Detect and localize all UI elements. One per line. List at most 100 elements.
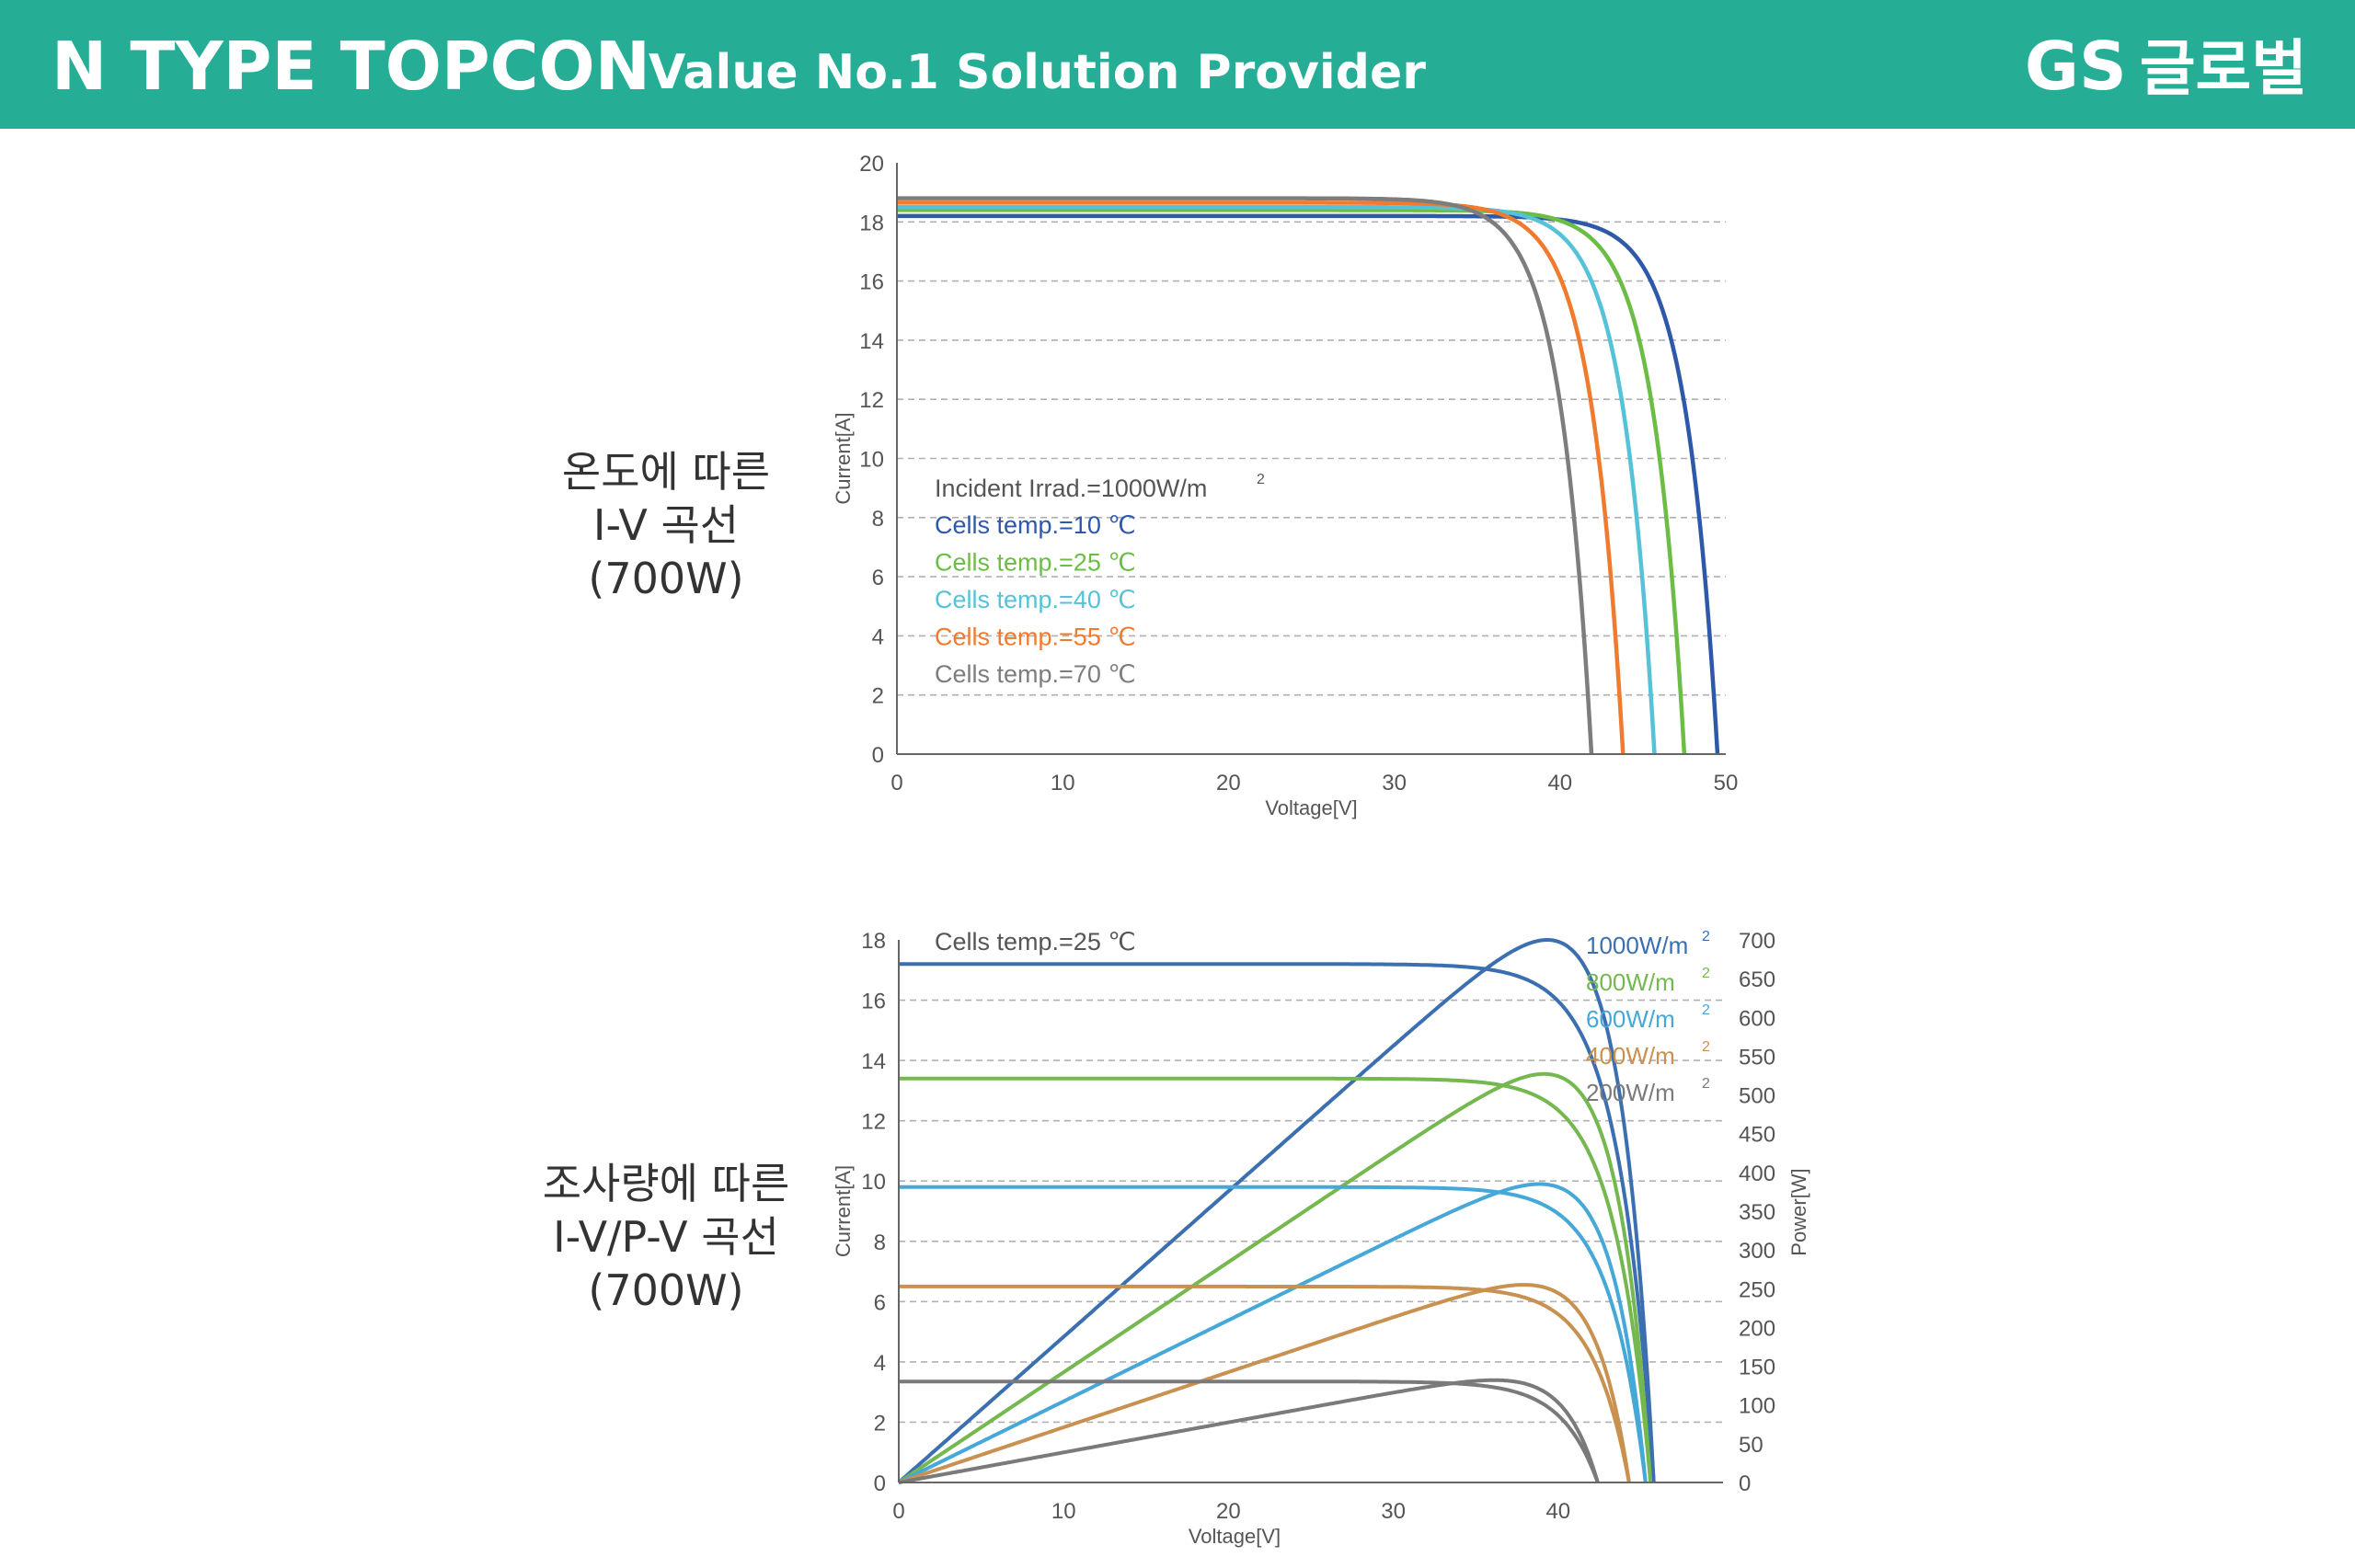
y2-tick-label: 700 xyxy=(1739,929,1775,954)
series-line xyxy=(897,208,1687,755)
y-tick-label: 6 xyxy=(874,1290,886,1315)
y2-tick-label: 300 xyxy=(1739,1239,1775,1264)
legend-entry: 1000W/m xyxy=(1586,932,1688,959)
y2-tick-label: 600 xyxy=(1739,1006,1775,1031)
x-axis-label: Voltage[V] xyxy=(1189,1525,1281,1548)
y-tick-label: 16 xyxy=(861,990,886,1014)
legend-title-sup: 2 xyxy=(1257,472,1265,487)
y-tick-label: 2 xyxy=(872,684,884,709)
logo-latin: GS xyxy=(2024,28,2127,105)
x-tick-label: 40 xyxy=(1547,771,1572,795)
series-line xyxy=(897,204,1657,755)
y-tick-label: 18 xyxy=(861,929,886,954)
x-tick-label: 0 xyxy=(892,1499,904,1524)
x-axis-label: Voltage[V] xyxy=(1265,796,1357,819)
iv-series-line xyxy=(899,1076,1653,1483)
x-tick-label: 10 xyxy=(1051,771,1075,795)
y2-tick-label: 500 xyxy=(1739,1084,1775,1109)
y-axis-label: Current[A] xyxy=(832,412,855,504)
iv-series-line xyxy=(899,1379,1600,1483)
legend-title: Incident Irrad.=1000W/m xyxy=(935,475,1207,502)
chart2-label-line: 조사량에 따른 xyxy=(542,1159,790,1208)
iv-series-line xyxy=(899,1185,1648,1483)
chart-annotation: Cells temp.=25 ℃ xyxy=(935,928,1136,956)
chart2-label-line: I-V/P-V 곡선 xyxy=(553,1212,779,1262)
y2-tick-label: 250 xyxy=(1739,1277,1775,1302)
chart1-label: 온도에 따른 I-V 곡선 (700W) xyxy=(482,445,850,605)
legend-entry-sup: 2 xyxy=(1702,929,1710,944)
logo-korean: 글로벌 xyxy=(2139,33,2307,104)
legend-entry: Cells temp.=10 ℃ xyxy=(935,511,1136,539)
series-line xyxy=(897,196,1594,755)
y2-tick-label: 150 xyxy=(1739,1356,1775,1380)
y-tick-label: 8 xyxy=(874,1230,886,1255)
y-tick-label: 4 xyxy=(874,1351,886,1376)
y-tick-label: 2 xyxy=(874,1411,886,1436)
y-tick-label: 14 xyxy=(861,1049,886,1074)
y2-tick-label: 0 xyxy=(1739,1471,1751,1496)
x-tick-label: 50 xyxy=(1714,771,1739,795)
company-logo: GS 글로벌 xyxy=(2025,26,2307,109)
y2-tick-label: 400 xyxy=(1739,1162,1775,1186)
y-tick-label: 4 xyxy=(872,624,884,649)
legend-entry: Cells temp.=25 ℃ xyxy=(935,549,1136,577)
legend-entry: Cells temp.=70 ℃ xyxy=(935,660,1136,688)
iv-temperature-chart: 0 2 4 6 8 10 12 14 16 18 20 0 10 20 30 40 50 Voltage[V] Cu… xyxy=(832,152,1739,819)
y2-tick-label: 550 xyxy=(1739,1045,1775,1070)
iv-series-line xyxy=(899,962,1656,1483)
pv-series-line xyxy=(897,938,1656,1484)
y-tick-label: 6 xyxy=(872,566,884,590)
series-line xyxy=(897,213,1720,755)
y-tick-label: 16 xyxy=(859,270,884,295)
y2-tick-label: 350 xyxy=(1739,1200,1775,1225)
x-tick-label: 20 xyxy=(1216,1499,1241,1524)
y2-tick-label: 650 xyxy=(1739,967,1775,992)
chart1-label-line: I-V 곡선 xyxy=(592,500,740,550)
x-tick-label: 0 xyxy=(890,771,902,795)
page-subtitle: Value No.1 Solution Provider xyxy=(649,45,1426,100)
legend-entry-sup: 2 xyxy=(1702,966,1710,981)
legend-entry: Cells temp.=40 ℃ xyxy=(935,586,1136,613)
y-tick-label: 8 xyxy=(872,507,884,532)
y2-tick-label: 100 xyxy=(1739,1394,1775,1419)
y-tick-label: 0 xyxy=(872,743,884,768)
y2-tick-label: 450 xyxy=(1739,1123,1775,1148)
page-title: N TYPE TOPCON xyxy=(52,28,650,105)
series-line xyxy=(897,200,1626,755)
header-bar: N TYPE TOPCON Value No.1 Solution Provid… xyxy=(0,0,2355,129)
y-tick-label: 12 xyxy=(861,1110,886,1135)
y-tick-label: 12 xyxy=(859,388,884,413)
legend-entry: 400W/m xyxy=(1586,1042,1675,1070)
chart1-label-line: 온도에 따른 xyxy=(561,447,771,497)
pv-series-line xyxy=(898,1283,1631,1484)
y2-tick-label: 50 xyxy=(1739,1433,1763,1458)
y-tick-label: 14 xyxy=(859,329,884,354)
y2-axis-label: Power[W] xyxy=(1787,1168,1810,1255)
pv-series-line xyxy=(898,1182,1648,1484)
y-tick-label: 10 xyxy=(859,448,884,473)
chart2-label-line: (700W) xyxy=(588,1265,744,1315)
legend-entry: Cells temp.=55 ℃ xyxy=(935,624,1136,651)
y-axis-label: Current[A] xyxy=(832,1165,855,1257)
x-tick-label: 30 xyxy=(1381,1499,1406,1524)
iv-series-line xyxy=(899,1284,1631,1483)
x-tick-label: 20 xyxy=(1216,771,1241,795)
y-tick-label: 20 xyxy=(859,152,884,177)
x-tick-label: 10 xyxy=(1051,1499,1076,1524)
legend-entry: 200W/m xyxy=(1586,1079,1675,1106)
y-tick-label: 0 xyxy=(874,1471,886,1496)
legend-entry: 600W/m xyxy=(1586,1005,1675,1033)
y2-tick-label: 200 xyxy=(1739,1316,1775,1341)
x-tick-label: 30 xyxy=(1382,771,1407,795)
legend-entry-sup: 2 xyxy=(1702,1039,1710,1055)
y-tick-label: 18 xyxy=(859,211,884,235)
legend-entry-sup: 2 xyxy=(1702,1076,1710,1092)
pv-series-line xyxy=(897,1071,1653,1484)
pv-series-line xyxy=(898,1378,1600,1484)
legend-entry-sup: 2 xyxy=(1702,1002,1710,1018)
legend-entry: 800W/m xyxy=(1586,968,1675,996)
chart1-label-line: (700W) xyxy=(588,554,744,603)
y-tick-label: 10 xyxy=(861,1170,886,1195)
x-tick-label: 40 xyxy=(1545,1499,1570,1524)
